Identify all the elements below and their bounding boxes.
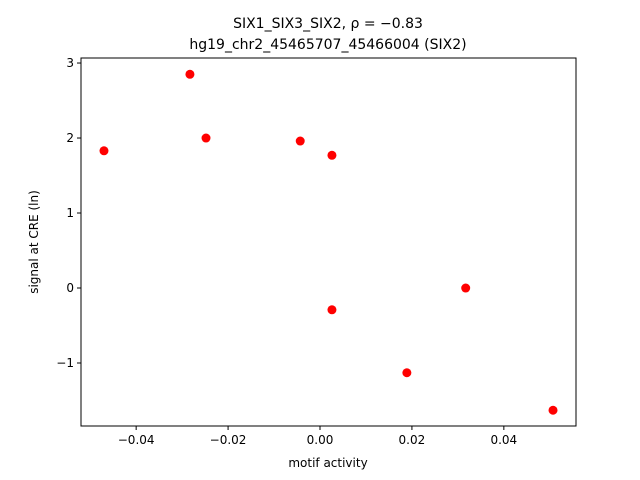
x-tick-label: −0.04 <box>118 433 155 447</box>
y-tick-label: 2 <box>66 131 74 145</box>
y-axis-label: signal at CRE (ln) <box>27 190 41 294</box>
point <box>461 283 471 293</box>
point <box>201 133 211 143</box>
point <box>327 150 337 160</box>
point <box>99 146 109 156</box>
point <box>185 69 195 79</box>
y-tick-label: −1 <box>56 356 74 370</box>
x-tick-label: −0.02 <box>210 433 247 447</box>
point <box>327 305 337 315</box>
point <box>548 405 558 415</box>
point <box>402 368 412 378</box>
chart-title: SIX1_SIX3_SIX2, ρ = −0.83 <box>233 16 423 32</box>
y-tick-label: 1 <box>66 206 74 220</box>
x-tick-label: 0.04 <box>490 433 517 447</box>
plot-frame <box>80 57 577 427</box>
y-tick-label: 3 <box>66 56 74 70</box>
y-tick-label: 0 <box>66 281 74 295</box>
x-axis-label: motif activity <box>288 456 367 470</box>
x-tick-label: 0.02 <box>399 433 426 447</box>
chart-subtitle: hg19_chr2_45465707_45466004 (SIX2) <box>189 37 466 53</box>
x-tick-label: 0.00 <box>307 433 334 447</box>
point <box>295 136 305 146</box>
